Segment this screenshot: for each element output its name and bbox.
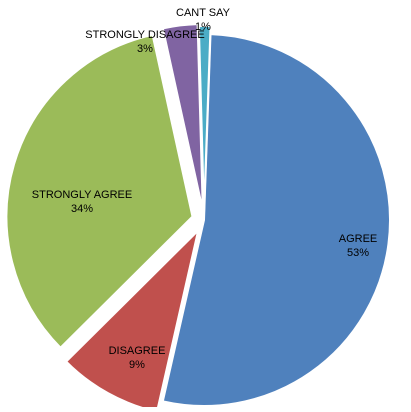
slice-label-cant-say: CANT SAY (176, 7, 231, 19)
pie-slice-cant-say (197, 25, 212, 213)
slice-label-disagree: DISAGREE (109, 345, 166, 357)
slices-layer (5, 23, 391, 412)
slice-percent-agree: 53% (347, 247, 369, 259)
slice-percent-disagree: 9% (129, 359, 145, 371)
labels-layer: AGREE 53% DISAGREE 9% STRONGLY AGREE 34% STRON… (32, 7, 377, 371)
slice-label-agree: AGREE (339, 233, 378, 245)
slice-label-strongly-agree: STRONGLY AGREE (32, 189, 132, 201)
slice-percent-strongly-agree: 34% (71, 203, 93, 215)
pie-slice-agree (161, 33, 391, 407)
slice-percent-strongly-disagree: 3% (137, 43, 153, 55)
pie-slice-strongly-disagree (161, 23, 204, 212)
slice-percent-cant-say: 1% (195, 21, 211, 33)
slice-label-strongly-disagree: STRONGLY DISAGREE (85, 29, 204, 41)
pie-slice-strongly-agree (5, 33, 194, 349)
